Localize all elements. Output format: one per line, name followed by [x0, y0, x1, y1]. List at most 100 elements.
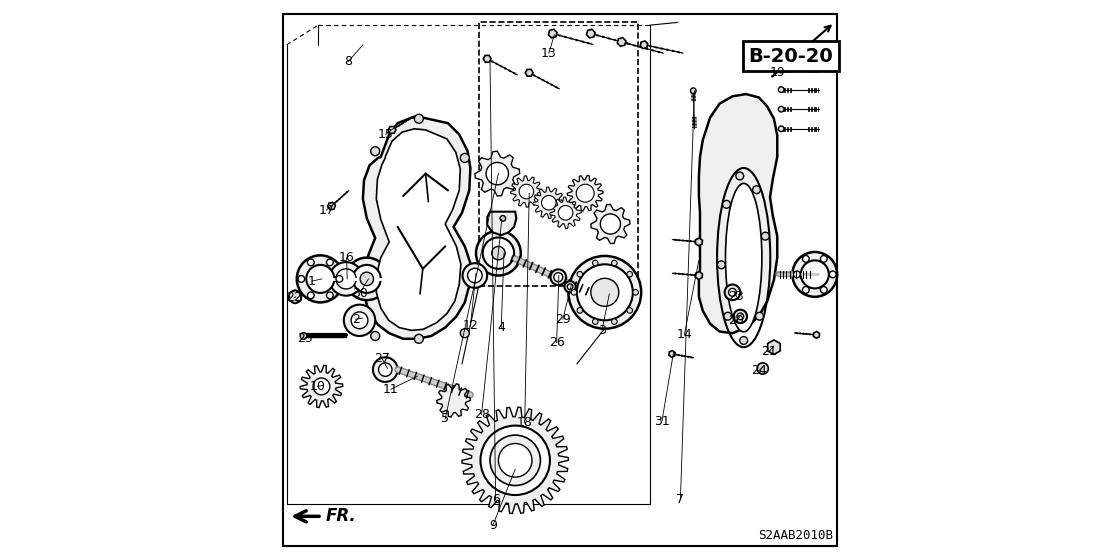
- Circle shape: [353, 265, 381, 293]
- Circle shape: [371, 332, 380, 340]
- Circle shape: [829, 271, 836, 278]
- Text: 31: 31: [654, 414, 670, 428]
- Polygon shape: [487, 212, 516, 235]
- Circle shape: [486, 162, 508, 185]
- Circle shape: [500, 216, 506, 221]
- Circle shape: [360, 272, 374, 286]
- Circle shape: [307, 292, 314, 298]
- Circle shape: [739, 337, 747, 344]
- Circle shape: [627, 272, 633, 277]
- Circle shape: [802, 287, 809, 293]
- Polygon shape: [300, 365, 343, 408]
- Circle shape: [592, 260, 598, 266]
- Circle shape: [725, 284, 740, 300]
- Text: 16: 16: [338, 251, 355, 264]
- Circle shape: [734, 310, 747, 323]
- Circle shape: [612, 260, 617, 266]
- Text: 28: 28: [474, 408, 489, 421]
- Circle shape: [463, 263, 487, 288]
- Circle shape: [297, 255, 344, 302]
- Polygon shape: [567, 175, 604, 211]
- Polygon shape: [389, 127, 395, 133]
- Text: 6: 6: [492, 493, 500, 506]
- Circle shape: [724, 312, 731, 320]
- Polygon shape: [696, 238, 702, 246]
- Circle shape: [491, 435, 541, 486]
- Text: 8: 8: [344, 55, 353, 68]
- Circle shape: [550, 269, 566, 285]
- Circle shape: [314, 378, 329, 395]
- Circle shape: [352, 312, 367, 329]
- Circle shape: [633, 290, 638, 295]
- Circle shape: [627, 307, 633, 313]
- Text: 24: 24: [750, 364, 767, 377]
- Circle shape: [300, 333, 307, 339]
- Circle shape: [476, 231, 521, 276]
- Circle shape: [600, 214, 620, 234]
- Text: 11: 11: [383, 382, 399, 396]
- Text: 14: 14: [676, 328, 692, 342]
- Circle shape: [553, 273, 562, 282]
- Bar: [478, 22, 638, 286]
- Circle shape: [778, 87, 784, 92]
- Circle shape: [460, 329, 469, 338]
- Circle shape: [793, 271, 800, 278]
- Circle shape: [576, 184, 595, 202]
- Text: 27: 27: [374, 352, 390, 365]
- Circle shape: [592, 319, 598, 324]
- Circle shape: [498, 444, 532, 477]
- Circle shape: [577, 272, 582, 277]
- Circle shape: [414, 334, 423, 343]
- Text: 1: 1: [308, 274, 316, 288]
- Text: 22: 22: [286, 291, 302, 305]
- Polygon shape: [533, 187, 564, 218]
- Circle shape: [468, 268, 482, 283]
- Circle shape: [298, 276, 305, 282]
- Circle shape: [762, 232, 769, 240]
- Circle shape: [577, 307, 582, 313]
- Ellipse shape: [726, 184, 762, 332]
- Text: 5: 5: [441, 412, 449, 426]
- Circle shape: [820, 255, 827, 262]
- Text: 26: 26: [549, 336, 564, 349]
- Polygon shape: [641, 41, 647, 49]
- Circle shape: [492, 246, 505, 260]
- Circle shape: [542, 195, 556, 210]
- Text: 25: 25: [297, 332, 312, 346]
- Circle shape: [480, 426, 550, 495]
- Text: 30: 30: [352, 287, 367, 300]
- Circle shape: [753, 186, 760, 194]
- Polygon shape: [289, 290, 301, 304]
- Circle shape: [820, 287, 827, 293]
- Circle shape: [778, 126, 784, 132]
- Text: 13: 13: [541, 46, 557, 60]
- Circle shape: [577, 264, 633, 320]
- Circle shape: [483, 237, 514, 269]
- Circle shape: [289, 291, 301, 303]
- Circle shape: [729, 288, 737, 296]
- Circle shape: [737, 313, 744, 320]
- Text: 19: 19: [769, 66, 785, 80]
- Polygon shape: [587, 29, 595, 38]
- Circle shape: [690, 88, 696, 94]
- Circle shape: [306, 265, 334, 293]
- Circle shape: [778, 106, 784, 112]
- Circle shape: [414, 114, 423, 123]
- Circle shape: [568, 256, 641, 329]
- Polygon shape: [550, 197, 581, 228]
- Text: 21: 21: [760, 345, 777, 358]
- Polygon shape: [617, 38, 626, 46]
- Text: 29: 29: [554, 312, 571, 326]
- Polygon shape: [484, 55, 491, 62]
- Circle shape: [778, 67, 784, 73]
- Polygon shape: [696, 272, 702, 279]
- Circle shape: [379, 363, 392, 376]
- Polygon shape: [363, 118, 470, 339]
- Polygon shape: [699, 94, 777, 333]
- Circle shape: [718, 261, 726, 269]
- Polygon shape: [525, 69, 533, 76]
- Circle shape: [722, 200, 730, 208]
- Circle shape: [736, 172, 744, 180]
- Polygon shape: [376, 129, 461, 330]
- Text: 17: 17: [318, 203, 335, 217]
